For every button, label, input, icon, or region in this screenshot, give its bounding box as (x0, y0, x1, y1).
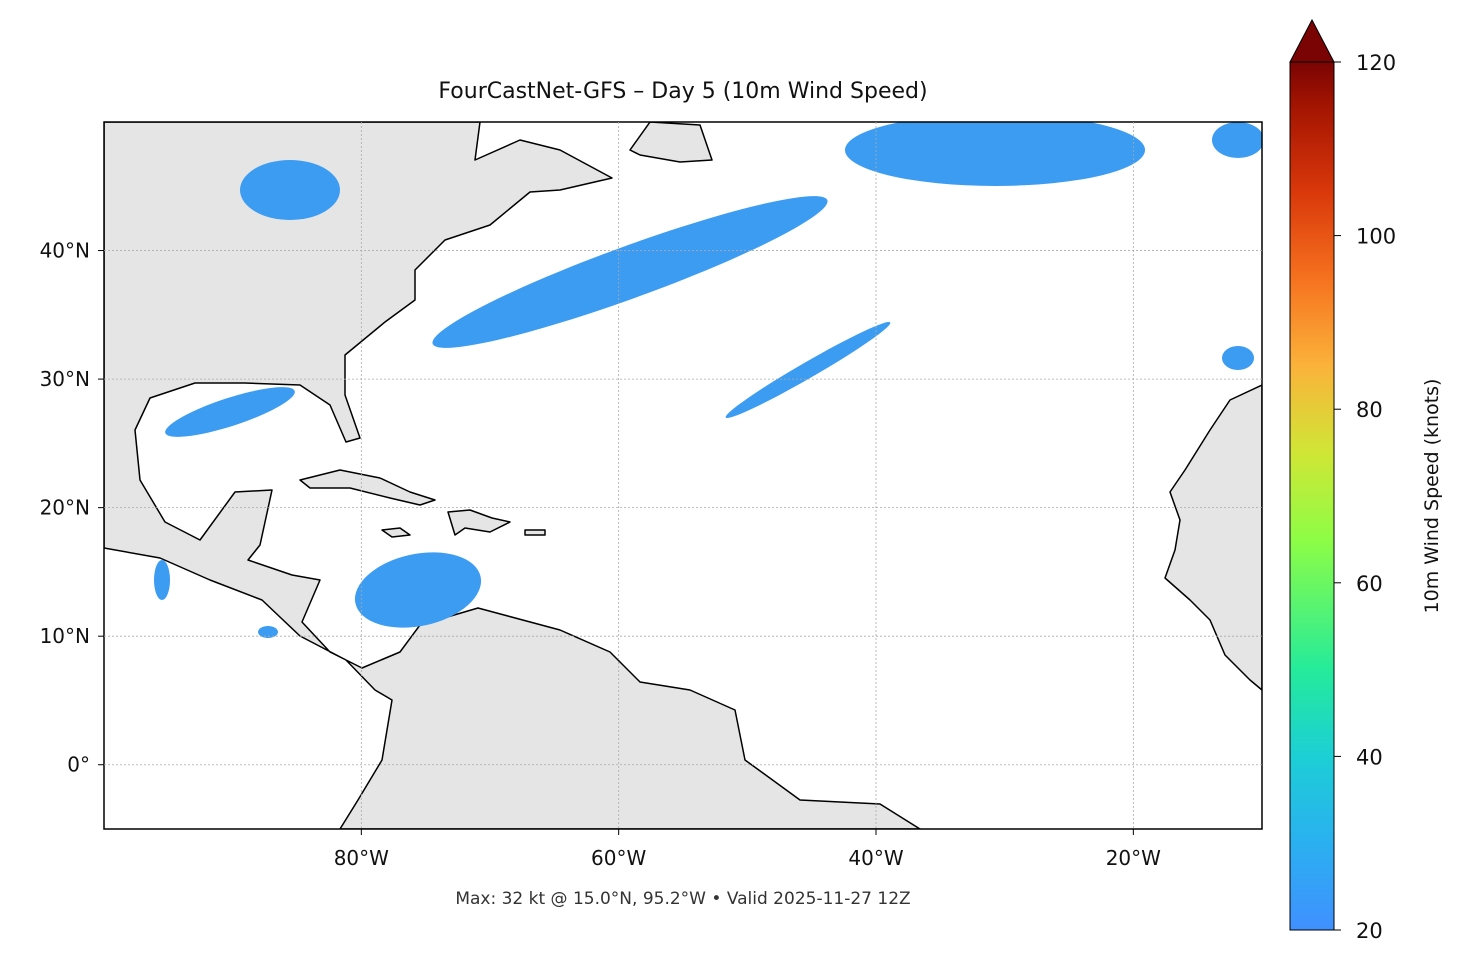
puerto-rico (524, 529, 546, 536)
colorbar-tick-label: 100 (1356, 225, 1396, 249)
map-frame (103, 121, 1263, 830)
x-tick-label: 40°W (848, 846, 903, 870)
hispaniola (447, 509, 511, 536)
africa (1164, 384, 1262, 691)
y-tick-label: 20°N (40, 496, 90, 520)
x-tick-label: 20°W (1106, 846, 1161, 870)
x-tick-label: 60°W (591, 846, 646, 870)
wind-field (240, 160, 340, 220)
title: FourCastNet-GFS – Day 5 (10m Wind Speed) (438, 79, 927, 104)
colorbar-label: 10m Wind Speed (knots) (1421, 379, 1443, 614)
colorbar-tick-label: 60 (1356, 572, 1383, 596)
cuba (299, 469, 436, 506)
wind-field (154, 560, 170, 600)
colorbar-tick-label: 40 (1356, 745, 1383, 769)
y-tick-label: 40°N (40, 239, 90, 263)
colorbar-tick-label: 120 (1356, 51, 1396, 75)
colorbar-tick-label: 20 (1356, 919, 1383, 943)
wind-field (354, 552, 482, 628)
newfoundland (629, 122, 713, 163)
wind-field (258, 626, 278, 638)
colorbar-tick-label: 80 (1356, 398, 1383, 422)
x-tick-label: 80°W (334, 846, 389, 870)
wind-field (1222, 346, 1254, 370)
wind-field (845, 122, 1145, 186)
wind-field (1212, 122, 1262, 158)
footer: Max: 32 kt @ 15.0°N, 95.2°W • Valid 2025… (455, 889, 910, 909)
wind-field (432, 196, 828, 348)
jamaica (381, 527, 411, 538)
colorbar-extend (1289, 18, 1335, 63)
americas (104, 122, 921, 829)
map (104, 122, 1262, 829)
y-tick-label: 30°N (40, 367, 90, 391)
wind-field (165, 387, 295, 437)
y-tick-label: 0° (67, 753, 90, 777)
y-tick-label: 10°N (40, 624, 90, 648)
colorbar (1289, 61, 1335, 931)
wind-field (725, 321, 891, 419)
